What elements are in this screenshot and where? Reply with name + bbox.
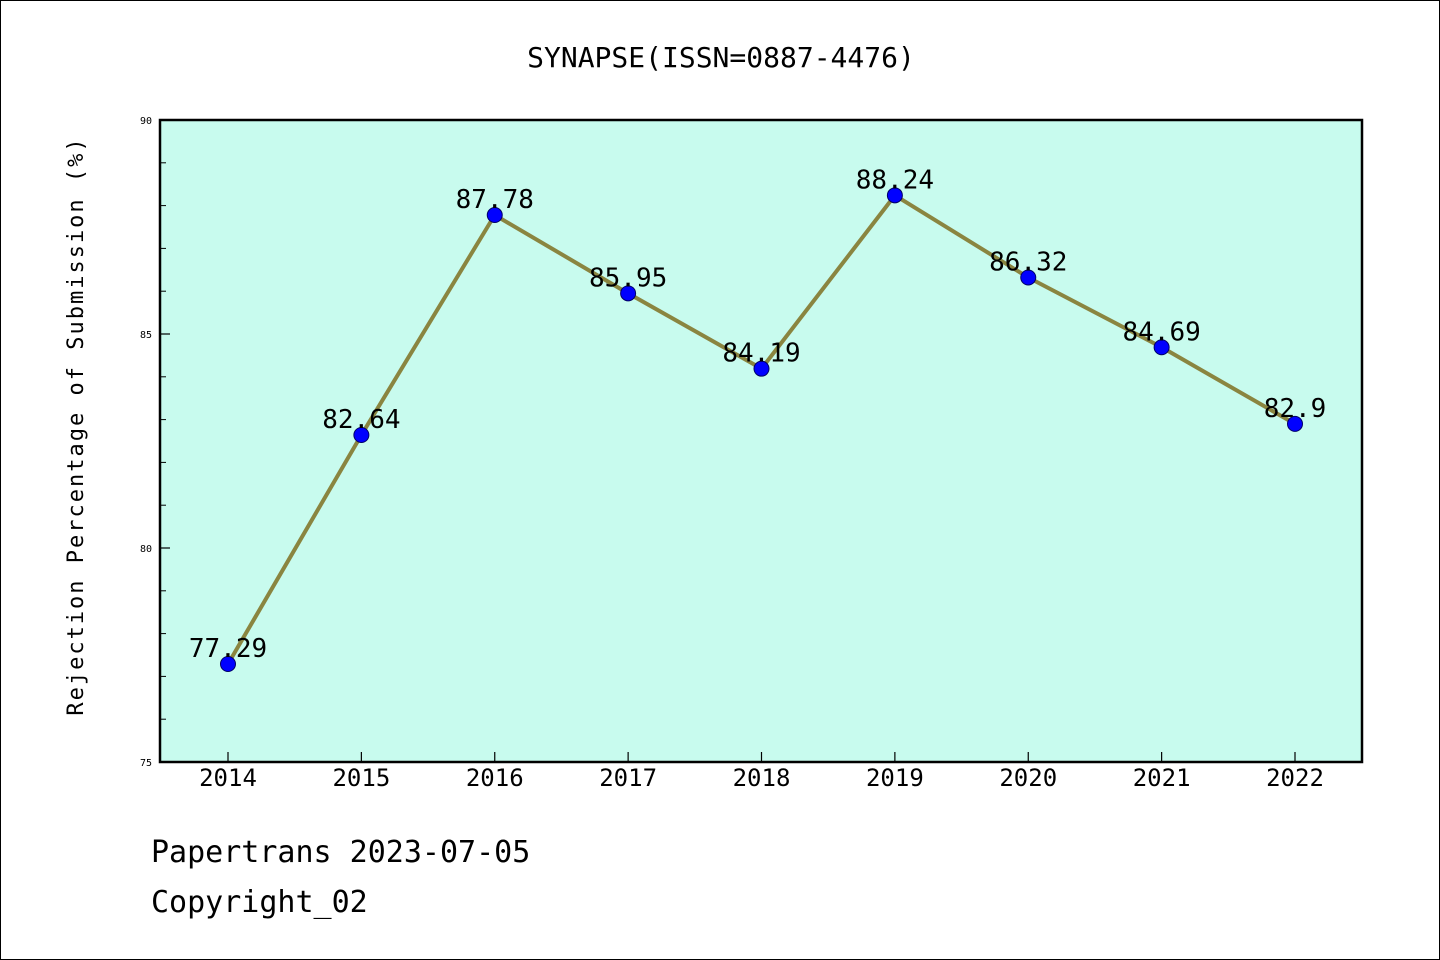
- chart-title: SYNAPSE(ISSN=0887-4476): [527, 41, 915, 74]
- footer-credit: Papertrans 2023-07-05: [151, 835, 531, 870]
- x-tick-label: 2016: [466, 764, 524, 792]
- y-tick-label: 80: [140, 544, 152, 555]
- data-label: 86.32: [989, 248, 1067, 278]
- data-point: [1153, 339, 1170, 356]
- x-tick-label: 2014: [199, 764, 257, 792]
- y-tick-label: 85: [140, 330, 152, 341]
- data-point: [753, 360, 770, 377]
- data-point: [886, 187, 903, 204]
- plot-area: [160, 120, 1362, 762]
- x-tick-label: 2022: [1266, 764, 1324, 792]
- footer-copyright: Copyright_02: [151, 885, 368, 920]
- y-tick-label: 75: [140, 758, 152, 769]
- data-point: [486, 207, 503, 224]
- x-tick-label: 2017: [599, 764, 657, 792]
- x-tick-label: 2021: [1133, 764, 1191, 792]
- data-label: 77.29: [189, 634, 267, 664]
- data-label: 84.69: [1122, 317, 1200, 347]
- data-label: 82.64: [322, 405, 400, 435]
- x-tick-label: 2018: [733, 764, 791, 792]
- data-label: 85.95: [589, 263, 667, 293]
- y-tick-label: 90: [140, 116, 152, 127]
- x-axis-ticks: 2014 2015 2016 2017 2018 2019 2020 2021 2022: [199, 752, 1324, 792]
- data-labels: 77.29 82.64 87.78 85.95 84.19 88.24 86.32 84.69…: [189, 165, 1326, 664]
- data-point: [620, 285, 637, 302]
- data-label: 82.9: [1264, 394, 1327, 424]
- plot-border: [158, 118, 1364, 764]
- data-point: [220, 655, 236, 672]
- x-tick-label: 2019: [866, 764, 924, 792]
- data-point: [353, 427, 370, 444]
- data-point: [1020, 269, 1037, 286]
- data-label: 84.19: [722, 339, 800, 369]
- y-axis-label: Rejection Percentage of Submission (%): [64, 136, 89, 715]
- data-points: [220, 187, 1303, 672]
- data-label: 87.78: [456, 185, 534, 215]
- x-tick-label: 2020: [999, 764, 1057, 792]
- data-label: 88.24: [856, 165, 934, 195]
- x-tick-label: 2015: [332, 764, 390, 792]
- data-point: [1287, 415, 1303, 432]
